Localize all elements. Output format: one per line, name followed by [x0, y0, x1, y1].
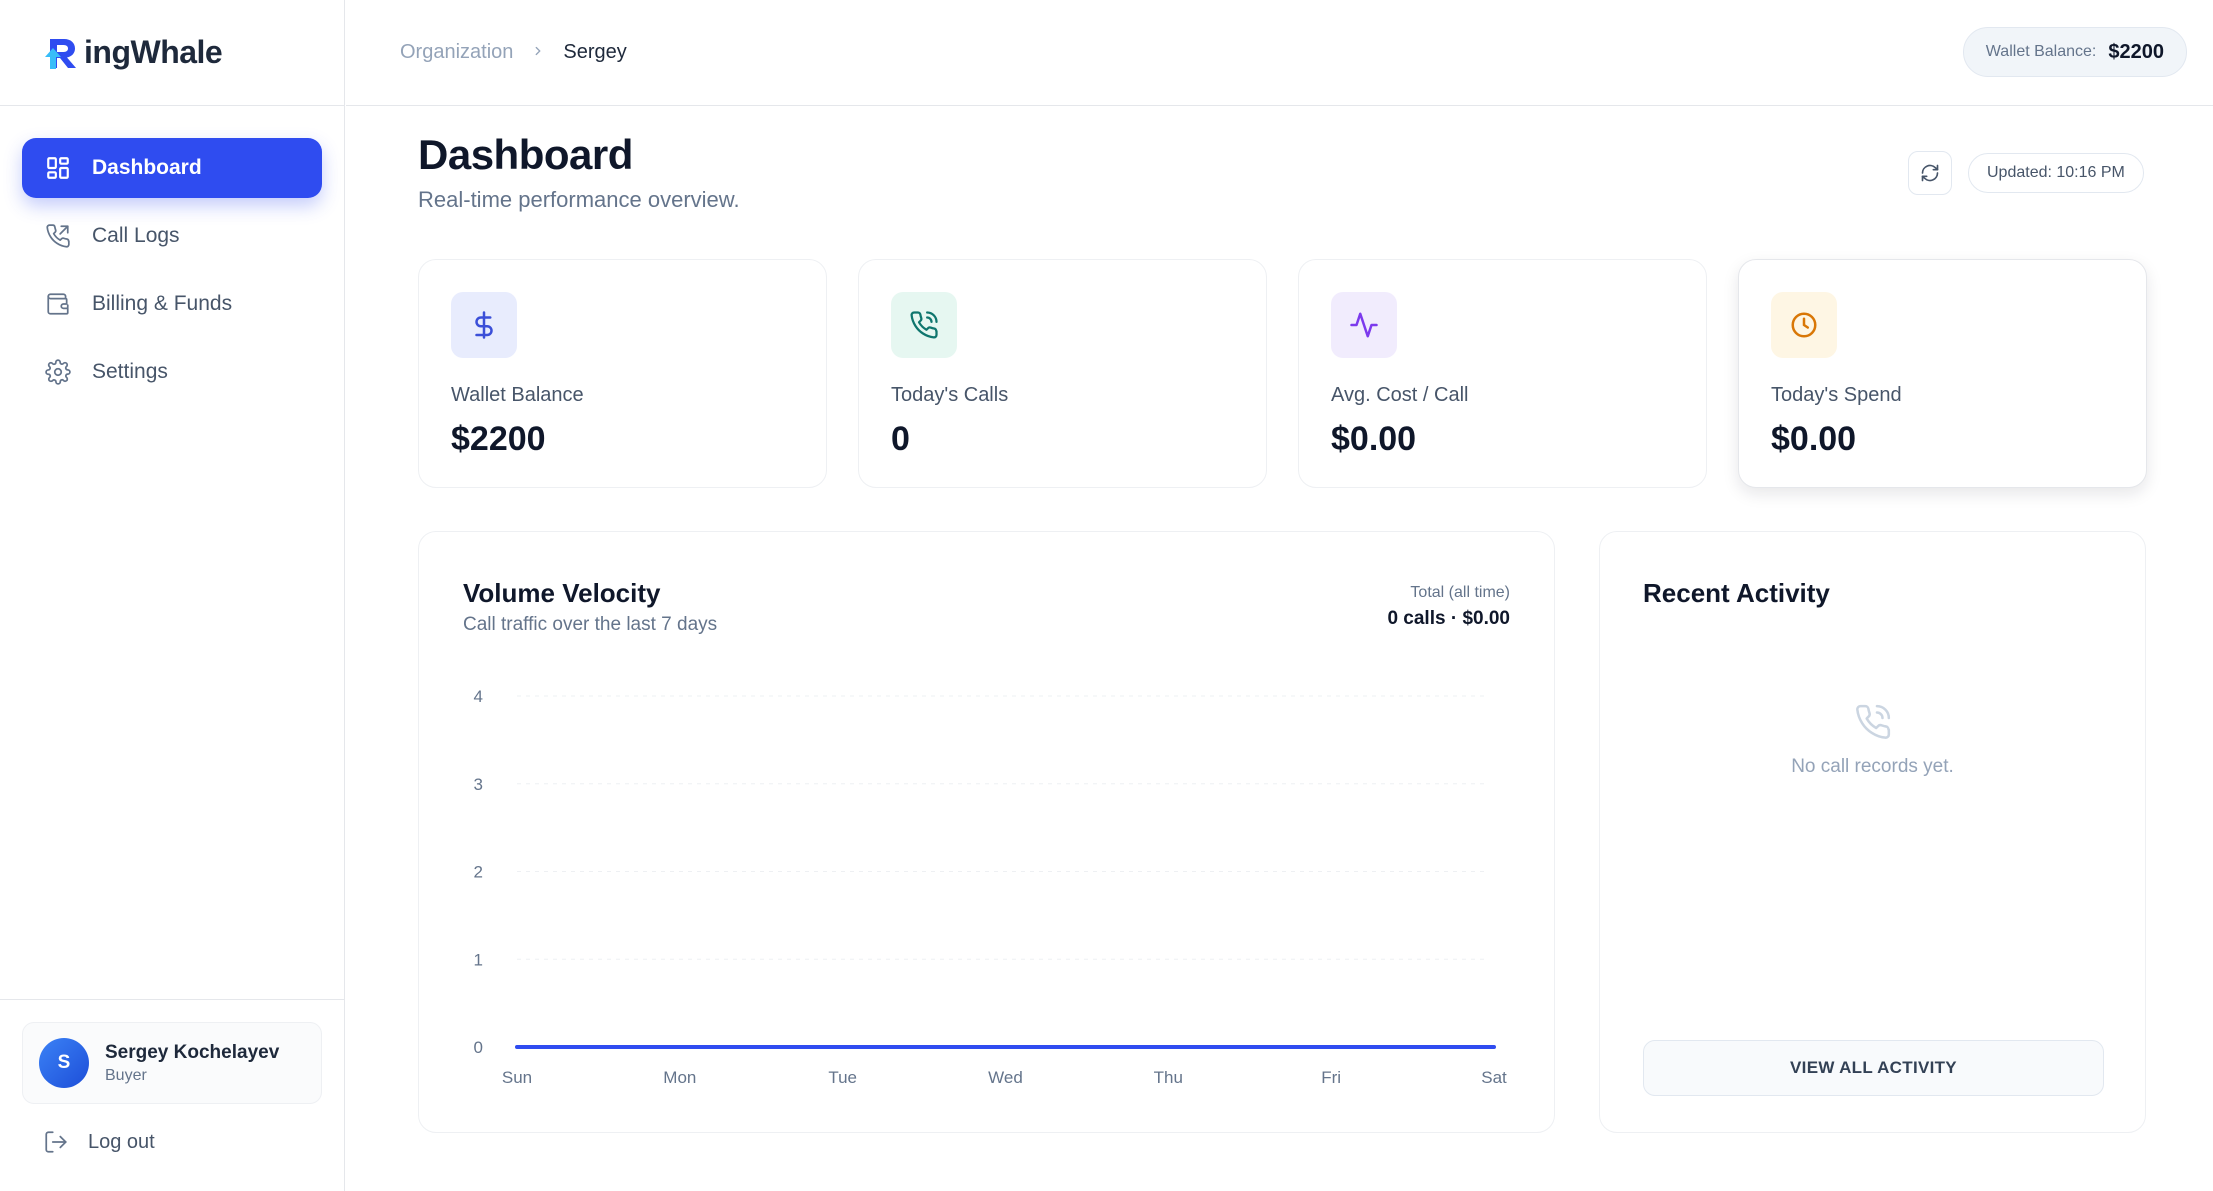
wallet-icon [44, 290, 72, 318]
stat-value: 0 [891, 420, 910, 458]
y-tick-label: 2 [474, 863, 483, 882]
breadcrumb-organization[interactable]: Organization [400, 41, 514, 63]
stat-value: $0.00 [1771, 420, 1857, 458]
data-point [1330, 1046, 1332, 1048]
empty-state-text: No call records yet. [1791, 756, 1954, 777]
wallet-balance-pill: Wallet Balance: $2200 [1962, 27, 2187, 77]
data-point [1493, 1046, 1495, 1048]
sidebar: ingWhale Dashboard Call Logs [0, 0, 345, 1191]
breadcrumb: Organization Sergey [400, 41, 627, 64]
data-point [516, 1046, 518, 1048]
total-value: 0 calls · $0.00 [1387, 608, 1510, 629]
brand[interactable]: ingWhale [0, 0, 344, 106]
total-label: Total (all time) [1410, 584, 1510, 601]
activity-title: Recent Activity [1643, 578, 1830, 608]
view-all-activity-button[interactable]: VIEW ALL ACTIVITY [1643, 1040, 2104, 1096]
logout-icon [42, 1128, 70, 1156]
chevron-right-icon [531, 42, 545, 63]
chart-title: Volume Velocity [463, 578, 661, 608]
page-title: Dashboard [418, 131, 633, 178]
user-card[interactable]: S Sergey Kochelayev Buyer [22, 1022, 322, 1104]
data-point [1005, 1046, 1006, 1048]
stat-card-wallet-balance: Wallet Balance $2200 [418, 259, 827, 488]
phone-log-icon [44, 222, 72, 250]
x-tick-label: Wed [988, 1068, 1023, 1087]
logout-button[interactable]: Log out [22, 1128, 322, 1156]
stat-label: Avg. Cost / Call [1331, 384, 1469, 406]
x-tick-label: Mon [663, 1068, 696, 1087]
stat-label: Today's Calls [891, 384, 1009, 406]
refresh-button[interactable] [1908, 151, 1952, 195]
y-tick-label: 4 [474, 687, 483, 706]
x-tick-label: Tue [828, 1068, 857, 1087]
page-subtitle: Real-time performance overview. [418, 187, 740, 212]
data-point [679, 1046, 681, 1048]
user-name: Sergey Kochelayev [105, 1041, 280, 1063]
sidebar-item-billing[interactable]: Billing & Funds [22, 274, 322, 334]
stat-label: Wallet Balance [451, 384, 584, 406]
sidebar-item-label: Dashboard [92, 156, 202, 179]
wallet-balance-label: Wallet Balance: [1985, 43, 2097, 60]
y-tick-label: 1 [474, 950, 483, 969]
brand-name: ingWhale [84, 34, 223, 70]
dollar-icon [451, 292, 517, 358]
stat-card-todays-calls: Today's Calls 0 [858, 259, 1267, 488]
refresh-icon [1921, 164, 1939, 182]
volume-velocity-card: Volume Velocity Call traffic over the la… [418, 531, 1555, 1133]
breadcrumb-current: Sergey [563, 41, 627, 63]
user-role: Buyer [105, 1066, 147, 1084]
phone-call-icon [891, 292, 957, 358]
gear-icon [44, 358, 72, 386]
data-point [1167, 1046, 1169, 1048]
y-tick-label: 0 [474, 1038, 483, 1057]
wallet-balance-value: $2200 [2108, 40, 2164, 63]
ringwhale-logo-icon [45, 38, 76, 69]
clock-icon [1771, 292, 1837, 358]
logout-label: Log out [88, 1130, 155, 1153]
user-info: Sergey Kochelayev Buyer [105, 1042, 279, 1085]
topbar: Organization Sergey Wallet Balance: $220… [346, 0, 2213, 106]
phone-empty-icon [1853, 702, 1893, 742]
stat-value: $0.00 [1331, 420, 1417, 458]
data-point [842, 1046, 844, 1048]
main-content: Dashboard Real-time performance overview… [346, 107, 2213, 1191]
sidebar-item-label: Settings [92, 360, 168, 383]
sidebar-item-settings[interactable]: Settings [22, 342, 322, 402]
sidebar-item-call-logs[interactable]: Call Logs [22, 206, 322, 266]
avatar: S [39, 1038, 89, 1088]
updated-timestamp: Updated: 10:16 PM [1968, 153, 2144, 193]
sidebar-item-label: Billing & Funds [92, 292, 233, 315]
x-tick-label: Sun [502, 1068, 532, 1087]
activity-icon [1331, 292, 1397, 358]
y-tick-label: 3 [474, 775, 483, 794]
stat-value: $2200 [451, 420, 546, 458]
recent-activity-card: Recent Activity No call records yet. VIE… [1599, 531, 2146, 1133]
dashboard-grid-icon [44, 154, 72, 182]
chart-subtitle: Call traffic over the last 7 days [463, 614, 718, 635]
stat-card-todays-spend: Today's Spend $0.00 [1738, 259, 2147, 488]
x-tick-label: Fri [1321, 1068, 1341, 1087]
sidebar-item-dashboard[interactable]: Dashboard [22, 138, 322, 198]
x-tick-label: Sat [1481, 1068, 1507, 1087]
sidebar-nav: Dashboard Call Logs Billing & Funds [0, 106, 344, 402]
stat-label: Today's Spend [1771, 384, 1902, 406]
volume-chart: 0 1 2 3 4 Sun Mon Tue Wed Thu Fri Sat [474, 687, 1507, 1087]
x-tick-label: Thu [1154, 1068, 1183, 1087]
sidebar-footer: S Sergey Kochelayev Buyer Log out [0, 999, 344, 1191]
sidebar-item-label: Call Logs [92, 224, 180, 247]
stat-card-avg-cost: Avg. Cost / Call $0.00 [1298, 259, 1707, 488]
